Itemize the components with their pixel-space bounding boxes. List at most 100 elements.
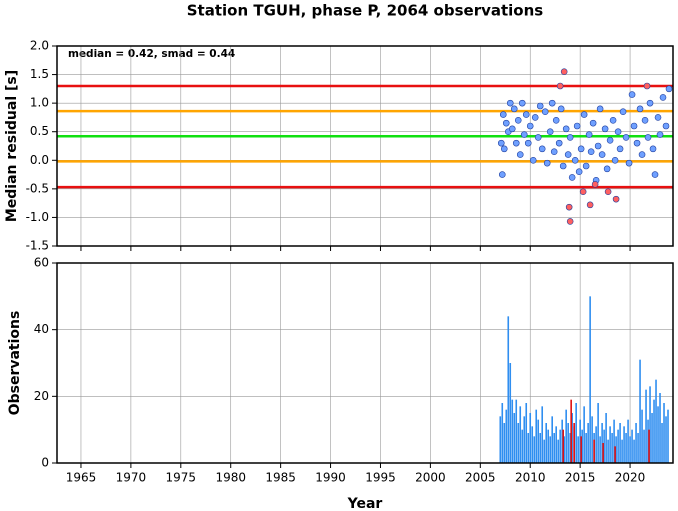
x-tick-label: 2000: [415, 471, 446, 485]
bar: [591, 416, 593, 463]
point: [555, 139, 563, 147]
x-tick-label: 1975: [166, 471, 197, 485]
point: [514, 116, 522, 124]
bar: [535, 409, 538, 463]
bar: [593, 439, 595, 463]
point: [529, 156, 537, 164]
bar: [501, 403, 504, 463]
y-tick-label: 40: [34, 322, 49, 336]
point: [580, 111, 588, 118]
point: [512, 139, 520, 147]
plot-frame: [56, 45, 674, 247]
point: [604, 188, 612, 196]
bar: [529, 413, 532, 463]
point: [556, 82, 564, 90]
bar: [633, 439, 635, 463]
bar: [499, 416, 502, 463]
point: [594, 142, 602, 150]
point: [598, 151, 606, 158]
bar: [579, 419, 581, 463]
bar: [533, 436, 536, 463]
bar: [537, 419, 540, 463]
point: [612, 195, 620, 203]
x-tick-label: 2010: [515, 471, 546, 485]
point: [641, 116, 649, 124]
bar: [645, 389, 647, 463]
point: [536, 102, 544, 110]
bar: [513, 413, 516, 463]
point: [643, 82, 651, 90]
y-tick-label: -1.0: [26, 210, 49, 224]
point: [541, 108, 549, 116]
bar: [509, 363, 512, 463]
bar: [570, 399, 572, 463]
chart-title: Station TGUH, phase P, 2064 observations: [187, 2, 544, 20]
bar: [623, 426, 625, 463]
x-axis-label: Year: [347, 496, 383, 511]
point: [636, 105, 644, 113]
point: [566, 134, 574, 141]
bar: [663, 403, 665, 463]
bar: [557, 439, 559, 463]
point: [619, 108, 627, 116]
bar: [553, 433, 555, 463]
y-axis-label: Median residual [s]: [4, 70, 20, 222]
bar: [649, 386, 651, 463]
point: [596, 105, 604, 113]
bar: [637, 433, 639, 463]
plot-frame: [56, 262, 674, 464]
bar: [641, 409, 643, 463]
y-tick-label: 1.0: [30, 96, 49, 110]
point: [546, 128, 554, 136]
point: [654, 114, 662, 121]
point: [625, 159, 633, 167]
point: [586, 201, 594, 209]
point: [564, 151, 572, 158]
point: [601, 125, 609, 133]
point: [611, 156, 619, 164]
bar: [580, 436, 582, 463]
bar: [527, 433, 530, 463]
y-tick-label: 20: [34, 389, 49, 403]
bar: [657, 406, 659, 463]
bar: [635, 423, 637, 463]
x-tick-label: 2005: [465, 471, 496, 485]
x-tick-label: 2020: [615, 471, 646, 485]
bar: [585, 433, 587, 463]
point: [498, 171, 506, 178]
bar: [629, 436, 631, 463]
point: [651, 171, 659, 178]
bar: [517, 423, 520, 463]
bar: [665, 416, 667, 463]
y-tick-label: 0.5: [30, 124, 49, 138]
bar: [615, 436, 617, 463]
bar: [511, 399, 514, 463]
y-tick-label: -0.5: [26, 181, 49, 195]
bar: [515, 399, 518, 463]
bar: [595, 426, 597, 463]
bar: [617, 429, 619, 463]
point: [568, 174, 576, 181]
bar: [507, 316, 510, 463]
point: [577, 145, 585, 153]
bar: [602, 443, 604, 463]
point: [638, 151, 646, 158]
bar: [521, 429, 524, 463]
bar: [613, 419, 615, 463]
point: [571, 156, 579, 164]
bar: [561, 419, 563, 463]
bar: [543, 439, 546, 463]
point: [585, 131, 593, 138]
point: [560, 68, 568, 76]
bar: [655, 379, 657, 463]
bar: [583, 406, 585, 463]
y-tick-label: -1.5: [26, 239, 49, 253]
bar: [547, 429, 550, 463]
point: [614, 128, 622, 136]
bar: [555, 426, 557, 463]
bar: [587, 423, 589, 463]
x-tick-label: 1990: [315, 471, 346, 485]
bar: [541, 406, 544, 463]
x-tick-label: 1965: [66, 471, 97, 485]
